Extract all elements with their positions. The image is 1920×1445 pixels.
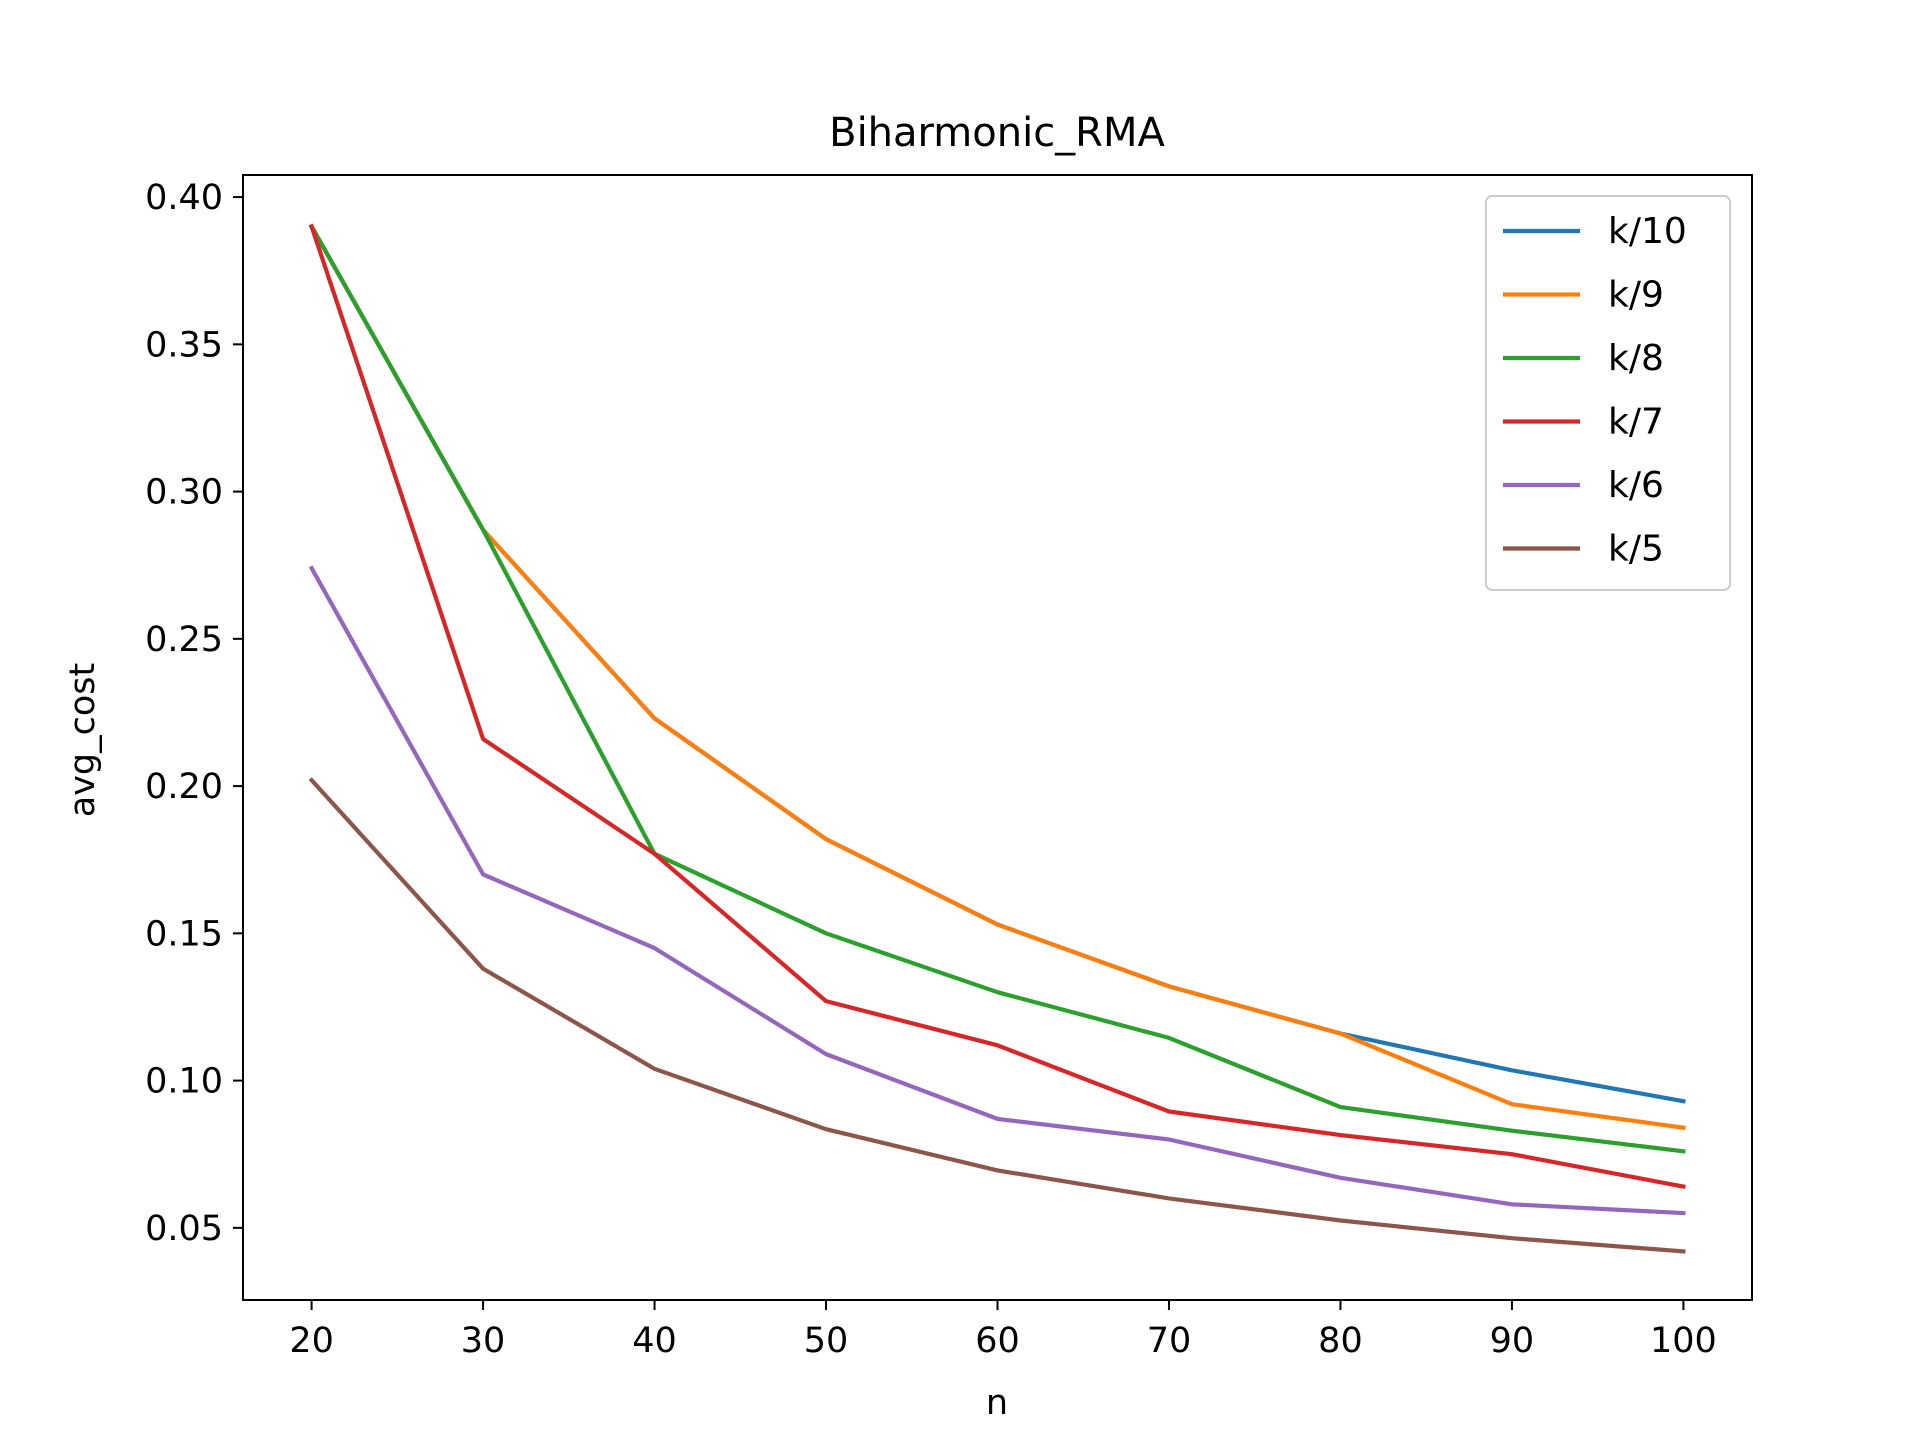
chart-title: Biharmonic_RMA [829,110,1165,156]
plot-area-frame [242,174,1753,1301]
legend-label: k/5 [1608,529,1664,570]
series-lines [308,223,1686,1254]
x-tick-label: 30 [461,1321,506,1361]
x-tick-label: 40 [632,1321,677,1361]
y-tick-label: 0.15 [145,914,223,954]
x-tick-label: 70 [1147,1321,1192,1361]
y-tick-label: 0.20 [145,767,223,807]
legend-label: k/8 [1608,338,1664,379]
series-line-k-7 [308,223,1686,1190]
x-tick-label: 100 [1650,1321,1717,1361]
x-tick-label: 60 [975,1321,1020,1361]
y-tick-label: 0.10 [145,1062,223,1102]
x-tick-label: 80 [1318,1321,1363,1361]
series-line-k-9 [308,223,1686,1131]
legend-label: k/7 [1608,402,1664,443]
series-line-k-6 [308,565,1686,1216]
legend: k/10 k/9 k/8 k/7 k/6 k/5 [1485,195,1731,591]
x-tick-label: 90 [1490,1321,1535,1361]
y-tick-label: 0.25 [145,620,223,660]
series-line-k-8 [308,223,1686,1154]
x-tick-label: 50 [804,1321,849,1361]
y-tick-label: 0.35 [145,325,223,365]
y-tick-label: 0.30 [145,473,223,513]
axis-ticks: 20 30 40 50 60 70 80 90 100 0.05 0.10 0.15 0.20 0.25 0… [145,178,1717,1361]
x-axis-label: n [986,1383,1008,1423]
series-line-k-5 [308,777,1686,1254]
x-tick-label: 20 [289,1321,334,1361]
legend-label: k/10 [1608,211,1687,252]
legend-label: k/6 [1608,465,1664,506]
y-tick-label: 0.40 [145,178,223,218]
y-axis-label: avg_cost [63,663,103,818]
y-tick-label: 0.05 [145,1209,223,1249]
legend-label: k/9 [1608,275,1664,316]
